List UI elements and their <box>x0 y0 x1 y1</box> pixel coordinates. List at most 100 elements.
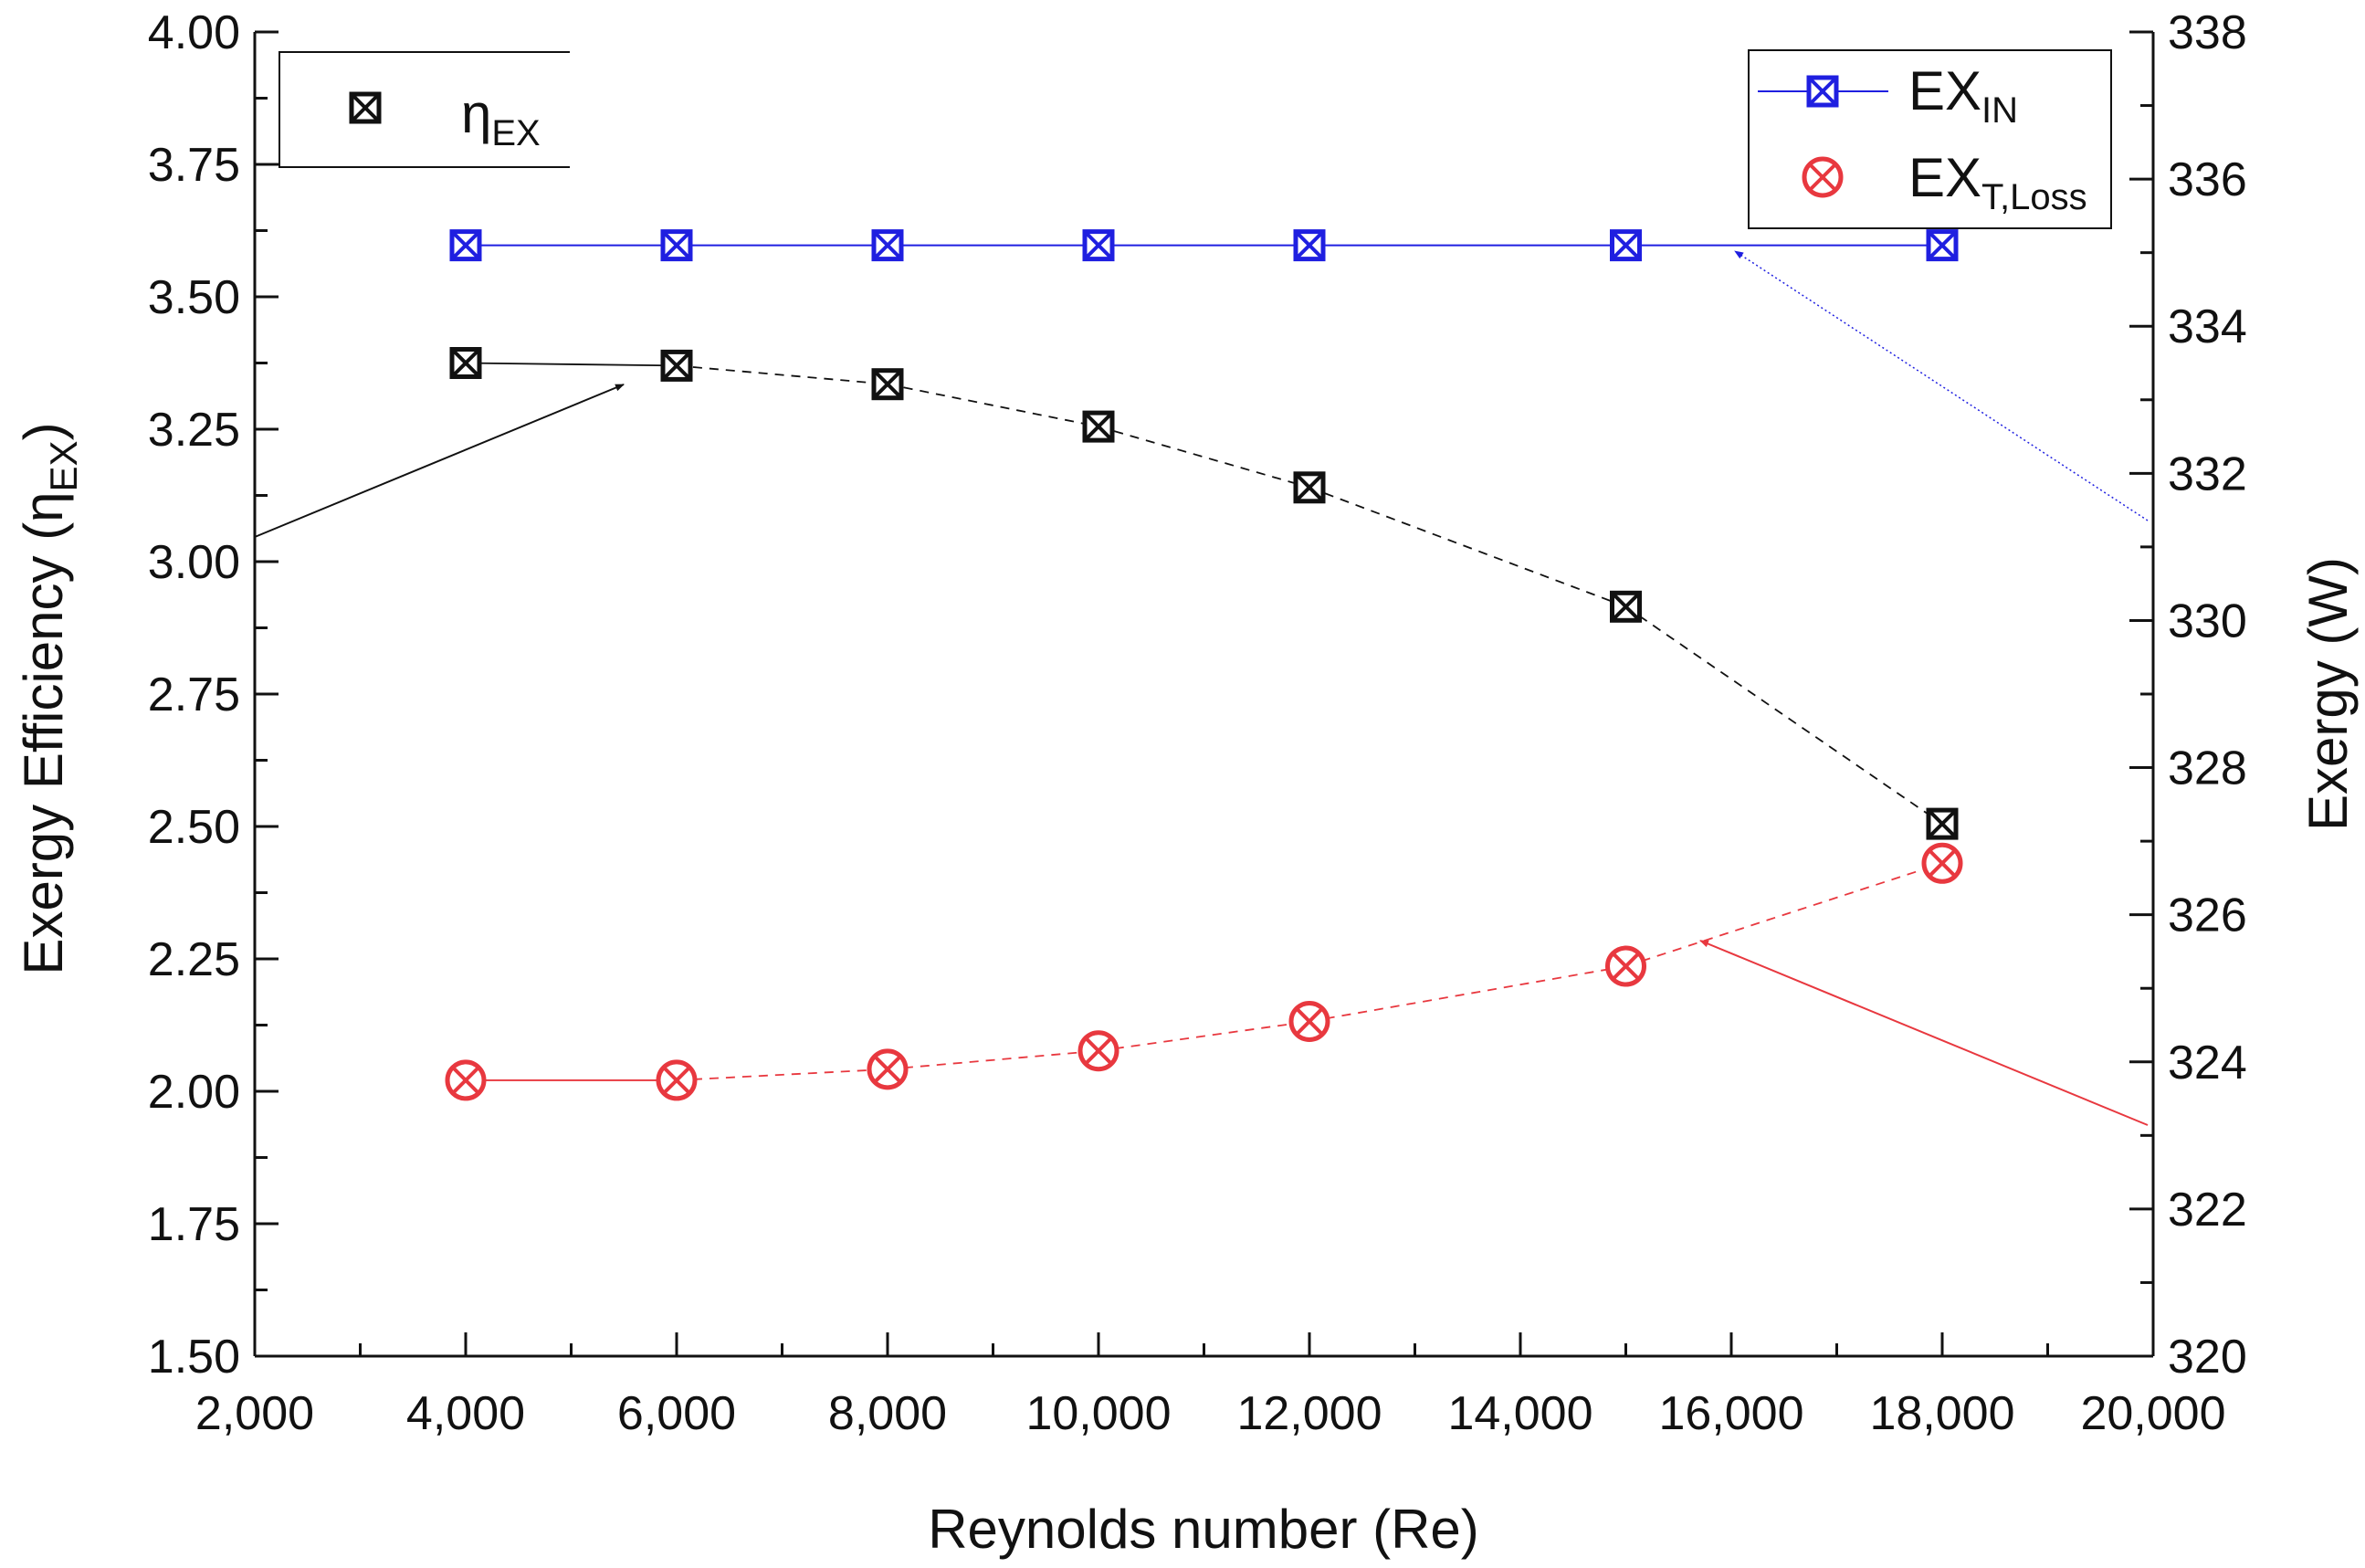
legend-exin-sub: IN <box>1981 90 2018 131</box>
series-2-point-5 <box>1605 945 1646 987</box>
series-2-segment-3 <box>1098 1020 1310 1052</box>
legend-left-frame <box>279 51 570 168</box>
y-left-title-sub: EX <box>42 440 85 491</box>
series-0-segment-3 <box>1098 426 1310 489</box>
series-2-point-3-cross-b <box>1084 1037 1113 1066</box>
series-0-point-2-cross-b <box>872 369 903 400</box>
y-left-tick-label-3: 2.25 <box>148 933 240 986</box>
legend-exin-label: EXIN <box>1908 60 2018 131</box>
legend-exin-main: EX <box>1908 60 1981 121</box>
y-left-tick-label-4: 2.50 <box>148 801 240 854</box>
series-2-point-6-cross-b <box>1928 848 1957 878</box>
legend-left: ηEX <box>279 51 570 168</box>
series-0-segment-1 <box>676 364 888 385</box>
series-2-point-4 <box>1288 1000 1330 1042</box>
y-right-axis-title: Exergy (W) <box>2297 557 2359 831</box>
x-tick-label-5: 12,000 <box>1236 1387 1382 1440</box>
series-0-point-5-cross-b <box>1611 591 1641 622</box>
legend-right: EXIN EXT,Loss <box>1748 49 2112 229</box>
y-left-tick-label-1: 1.75 <box>148 1198 240 1251</box>
y-right-tick-label-1: 322 <box>2168 1184 2247 1237</box>
y-right-tick-label-8: 336 <box>2168 153 2247 206</box>
tick-marks <box>253 30 2155 1358</box>
series-2-point-0-cross-b <box>451 1066 480 1095</box>
x-tick-label-2: 6,000 <box>617 1387 736 1440</box>
tick-labels: 2,000 4,000 6,000 8,000 10,000 12,000 14,000 16… <box>148 6 2247 1440</box>
legend-exloss-label: EXT,Loss <box>1908 147 2087 217</box>
legend-eta-label: ηEX <box>461 83 541 153</box>
series-1-point-4 <box>1293 229 1326 262</box>
series-0-point-5 <box>1610 590 1642 623</box>
legend-exloss-sub: T,Loss <box>1981 177 2087 217</box>
series-2-segment-1 <box>676 1068 888 1081</box>
y-left-tick-label-7: 3.25 <box>148 404 240 457</box>
y-right-tick-label-3: 326 <box>2168 889 2247 942</box>
series-0-point-6 <box>1926 807 1959 840</box>
series-1-point-2 <box>871 229 904 262</box>
x-tick-label-9: 20,000 <box>2080 1387 2225 1440</box>
x-axis-title: Reynolds number (Re) <box>928 1499 1479 1560</box>
x-tick-label-6: 14,000 <box>1447 1387 1592 1440</box>
y-right-tick-label-9: 338 <box>2168 6 2247 59</box>
series-0-segment-4 <box>1309 486 1626 608</box>
y-left-tick-label-9: 3.75 <box>148 139 240 192</box>
series-2-point-4-cross-b <box>1295 1006 1324 1037</box>
x-tick-label-7: 16,000 <box>1658 1387 1803 1440</box>
series-2-segment-2 <box>887 1049 1099 1070</box>
series-0-point-1 <box>660 349 693 382</box>
series-2-point-1 <box>656 1059 698 1101</box>
y-left-tick-label-6: 3.00 <box>148 536 240 589</box>
y-left-title-end: ) <box>13 422 74 440</box>
arrow-eta-to-left-axis <box>254 384 625 538</box>
series-1-point-6-cross-b <box>1927 230 1958 261</box>
x-tick-label-1: 4,000 <box>406 1387 525 1440</box>
series-1-point-3-cross-b <box>1083 230 1114 261</box>
legend-eta-symbol <box>349 91 382 124</box>
legend-exin-symbol <box>1806 75 1839 108</box>
y-left-tick-label-10: 4.00 <box>148 6 240 59</box>
series-1-point-0 <box>449 229 482 262</box>
legend-eta-marker <box>349 91 382 124</box>
y-right-tick-label-0: 320 <box>2168 1331 2247 1384</box>
series-2 <box>445 842 1963 1101</box>
series-0-point-0 <box>449 347 482 379</box>
series-2-point-1-cross-b <box>662 1066 691 1095</box>
series-2-segment-5 <box>1625 862 1943 967</box>
legend-eta-sub: EX <box>491 113 540 153</box>
series-1-point-3 <box>1082 229 1115 262</box>
arrow-exloss-to-right-axis <box>1699 940 2149 1126</box>
series-0-segment-5 <box>1624 605 1943 825</box>
series-1 <box>449 229 1959 262</box>
series-0-point-3-cross-b <box>1083 411 1114 442</box>
y-left-axis-title: Exergy Efficiency (ηEX) <box>13 422 85 974</box>
series-1-point-1-cross-b <box>661 230 692 261</box>
series-0-point-6-cross-b <box>1927 808 1958 839</box>
series-1-point-4-cross-b <box>1294 230 1325 261</box>
series-1-point-2-cross-b <box>872 230 903 261</box>
axis-arrows <box>254 250 2149 1126</box>
series-2-segment-4 <box>1309 965 1626 1023</box>
y-right-tick-label-7: 334 <box>2168 300 2247 353</box>
y-left-title-main: Exergy Efficiency (η <box>13 491 74 974</box>
series-2-point-3 <box>1077 1030 1119 1072</box>
legend-eta-symbol-cross-b <box>350 92 381 123</box>
series-layer <box>445 229 1963 1101</box>
x-tick-label-4: 10,000 <box>1025 1387 1171 1440</box>
legend-exin-marker <box>1806 75 1839 108</box>
series-0-point-4 <box>1293 471 1326 504</box>
series-1-point-1 <box>660 229 693 262</box>
x-tick-label-8: 18,000 <box>1869 1387 2014 1440</box>
legend-exloss-marker <box>1802 156 1844 198</box>
series-0-point-2 <box>871 368 904 401</box>
y-right-tick-label-5: 330 <box>2168 595 2247 647</box>
y-left-tick-label-8: 3.50 <box>148 271 240 324</box>
series-2-point-2-cross-b <box>873 1055 902 1084</box>
y-right-tick-label-2: 324 <box>2168 1037 2247 1089</box>
series-1-point-0-cross-b <box>450 230 481 261</box>
legend-eta-main: η <box>461 83 491 144</box>
series-2-point-0 <box>445 1059 487 1101</box>
series-1-point-5 <box>1610 229 1642 262</box>
series-2-point-5-cross-b <box>1611 952 1641 981</box>
